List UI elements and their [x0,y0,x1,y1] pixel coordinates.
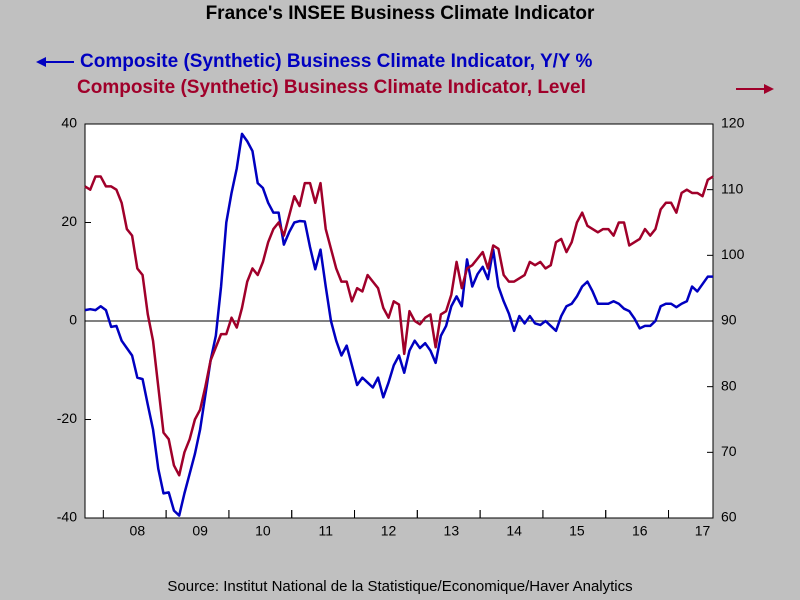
x-tick-label: 16 [632,523,648,539]
legend-label: Composite (Synthetic) Business Climate I… [80,51,593,72]
y-tick-label: 20 [61,213,77,229]
series-line [84,132,713,517]
chart-title: France's INSEE Business Climate Indicato… [206,3,595,24]
legend-arrow-left [36,57,74,67]
y2-tick-label: 80 [721,377,737,393]
y2-tick-label: 60 [721,509,737,525]
y2-tick-label: 120 [721,115,745,131]
series-line [84,175,714,477]
y-tick-label: 0 [69,312,77,328]
source-note: Source: Institut National de la Statisti… [167,578,632,595]
x-tick-label: 09 [192,523,208,539]
x-tick-label: 08 [130,523,146,539]
x-tick-label: 12 [381,523,397,539]
x-tick-label: 13 [444,523,460,539]
y2-tick-label: 100 [721,246,745,262]
x-tick-label: 14 [506,523,522,539]
legend-label: Composite (Synthetic) Business Climate I… [77,77,586,98]
y-tick-label: 40 [61,115,77,131]
legend-arrow-right [736,84,774,94]
y2-tick-label: 90 [721,312,737,328]
y-tick-label: -20 [57,410,77,426]
y2-tick-label: 70 [721,443,737,459]
x-tick-label: 17 [695,523,711,539]
y-tick-label: -40 [57,509,77,525]
x-tick-label: 15 [569,523,585,539]
x-tick-label: 11 [318,523,333,539]
y2-tick-label: 110 [721,180,744,196]
x-tick-label: 10 [255,523,271,539]
